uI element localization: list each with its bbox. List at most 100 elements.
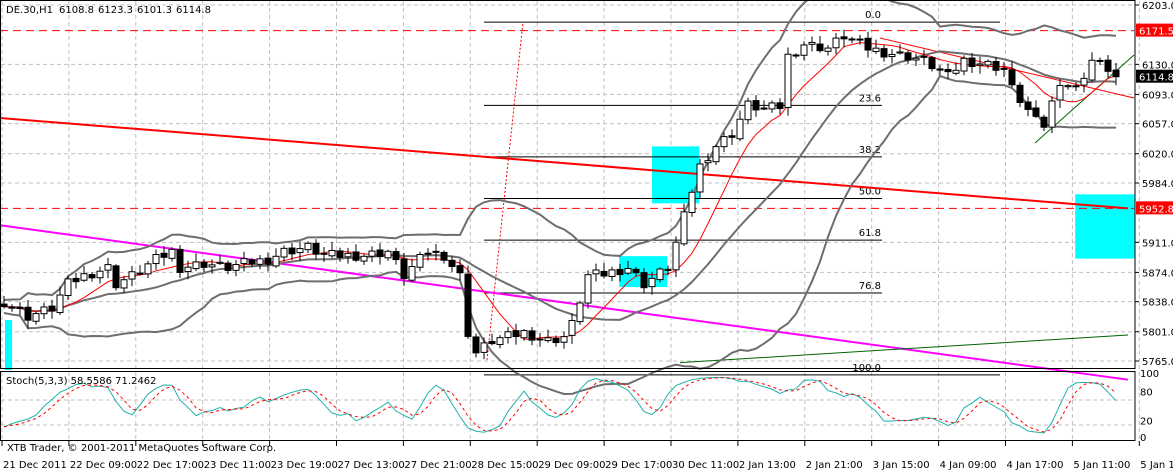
x-tick-label: 21 Dec 2011 [3,460,67,471]
price-label-box [1136,23,1173,37]
bear-candle [16,306,24,309]
bear-candle [616,268,624,276]
bear-candle [24,306,32,321]
bull-candle [1000,67,1008,70]
bear-candle [224,262,232,271]
bear-candle [1040,116,1048,128]
bull-candle [208,264,216,268]
bear-candle [992,61,1000,71]
bull-candle [360,255,368,262]
bull-candle [416,254,424,268]
bear-candle [1024,101,1032,110]
bear-candle [288,247,296,255]
bull-candle [952,69,960,74]
price-panel-frame [0,0,1136,369]
bull-candle [136,272,144,275]
bull-candle [984,60,992,66]
bull-candle [712,146,720,163]
x-tick-label: 27 Dec 13:00 [338,460,405,471]
bear-candle [664,268,672,271]
bull-candle [304,242,312,251]
bull-candle [768,102,776,110]
bear-candle [72,277,80,283]
moving-average [3,42,1117,341]
bull-candle [216,261,224,264]
bull-candle [520,330,528,339]
bear-candle [840,36,848,40]
bear-candle [464,273,472,337]
bull-candle [832,37,840,49]
bear-candle [640,272,648,289]
bull-candle [760,107,768,110]
fib-level-label: 38.2 [859,145,881,156]
copyright: XTB Trader, © 2001-2011 MetaQuotes Softw… [7,443,276,454]
bear-candle [352,251,360,261]
bull-candle [624,268,632,274]
bull-candle [544,337,552,342]
bull-candle [96,270,104,279]
bear-candle [880,48,888,58]
bear-candle [0,303,8,308]
price-label-box [1136,69,1173,83]
bull-candle [888,53,896,58]
bull-candle [792,54,800,57]
fib-level-label: 0.0 [865,10,881,21]
bear-candle [8,306,16,309]
y-tick-label: 5765.0 [1142,357,1173,368]
bear-candle [1016,84,1024,103]
bull-candle [184,266,192,273]
bull-candle [1080,77,1088,86]
bull-candle [1096,59,1104,62]
bull-candle [144,263,152,275]
green-trendline [679,334,1129,364]
stoch-level-label: 20 [1140,417,1153,428]
bull-candle [104,264,112,271]
y-tick-label: 6130.0 [1142,60,1173,71]
bear-candle [200,261,208,268]
stoch-panel-frame [0,371,1136,441]
fib-level-label: 23.6 [859,93,881,104]
bear-candle [528,330,536,341]
bull-candle [272,255,280,267]
bull-candle [504,331,512,339]
bear-candle [176,248,184,273]
bear-candle [312,242,320,255]
bull-candle [848,38,856,41]
bear-candle [752,100,760,111]
bull-candle [192,261,200,270]
bull-candle [784,53,792,108]
chart-header: Stoch(5,3,3) 58.5586 71.2462 [6,376,157,387]
bear-candle [1032,107,1040,117]
x-tick-label: 29 Dec 09:00 [538,460,605,471]
bull-candle [920,55,928,58]
bull-candle [344,252,352,258]
symbol-header: DE.30,H1 6108.8 6123.3 6101.3 6114.8 [6,5,211,16]
y-tick-label: 5874.0 [1142,268,1173,279]
bull-candle [696,163,704,193]
bull-candle [256,258,264,265]
bull-candle [744,100,752,121]
price-label: 6114.8 [1139,73,1173,84]
x-tick-label: 30 Dec 11:00 [672,460,739,471]
bull-candle [240,258,248,264]
x-tick-label: 5 Jan 11:00 [1073,460,1130,471]
stoch-level-label: 100 [1140,369,1159,380]
y-tick-label: 6057.0 [1142,120,1173,131]
bull-candle [152,254,160,265]
bull-candle [584,274,592,304]
stoch-signal-line [3,377,1117,433]
bear-candle [1104,59,1112,72]
bear-candle [336,250,344,258]
bull-candle [120,279,128,289]
bull-candle [800,44,808,56]
bull-candle [432,250,440,253]
y-tick-label: 5801.0 [1142,328,1173,339]
bear-candle [728,135,736,138]
bull-candle [976,63,984,66]
bear-candle [1008,69,1016,86]
x-tick-label: 5 Jan 19:00 [1140,460,1173,471]
bear-candle [856,38,864,41]
bollinger-middle [3,50,1117,321]
trendlines[interactable] [0,30,1135,381]
